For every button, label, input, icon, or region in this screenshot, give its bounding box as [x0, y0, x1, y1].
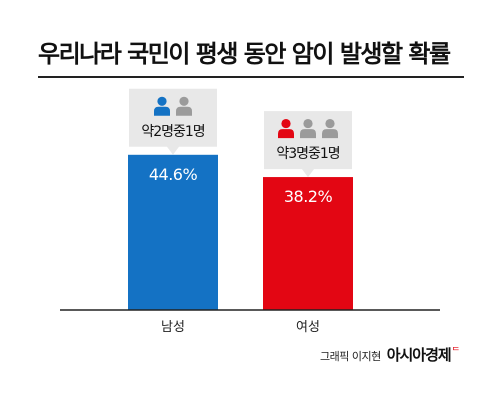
labels-layer: 44.6% 남성 38.2% 여성 — [149, 165, 333, 335]
person-body-3 — [322, 129, 338, 139]
person-body-2 — [300, 129, 316, 139]
category-label-2: 여성 — [296, 320, 320, 335]
category-label-1: 남성 — [161, 320, 185, 335]
person-icon — [300, 118, 316, 139]
callout-box-1 — [129, 88, 217, 155]
person-icon-highlighted — [278, 118, 294, 139]
credit-line: 그래픽 이지현 아시아경제ᄃ — [320, 344, 460, 365]
person-head-1 — [157, 96, 167, 106]
bar-1 — [128, 154, 218, 310]
chart-title: 우리나라 국민이 평생 동안 암이 발생할 확률 — [38, 40, 451, 68]
person-head-2 — [179, 96, 189, 106]
person-icon-highlighted — [154, 96, 170, 116]
person-head-1 — [281, 118, 291, 129]
person-icon — [176, 96, 192, 116]
person-icon — [322, 118, 338, 139]
callout-1: 약2명중1명 — [129, 88, 217, 155]
callout-text-1: 약2명중1명 — [141, 124, 204, 140]
graphic-credit: 그래픽 이지현 — [319, 350, 381, 363]
person-body-2 — [176, 106, 192, 116]
person-body-1 — [154, 106, 170, 116]
publisher-logo-mark: ᄃ — [451, 347, 460, 357]
bar-value-label-2: 38.2% — [284, 187, 333, 206]
bar-2 — [263, 177, 353, 310]
bars-layer — [128, 154, 353, 310]
publisher-logo-text: 아시아경제 — [386, 346, 452, 364]
person-body-1 — [278, 129, 294, 139]
person-head-3 — [325, 118, 335, 129]
person-head-2 — [303, 118, 313, 129]
callout-text-2: 약3명중1명 — [276, 146, 339, 162]
title-divider — [38, 76, 464, 78]
bar-value-label-1: 44.6% — [149, 165, 198, 184]
callout-2: 약3명중1명 — [264, 111, 352, 178]
